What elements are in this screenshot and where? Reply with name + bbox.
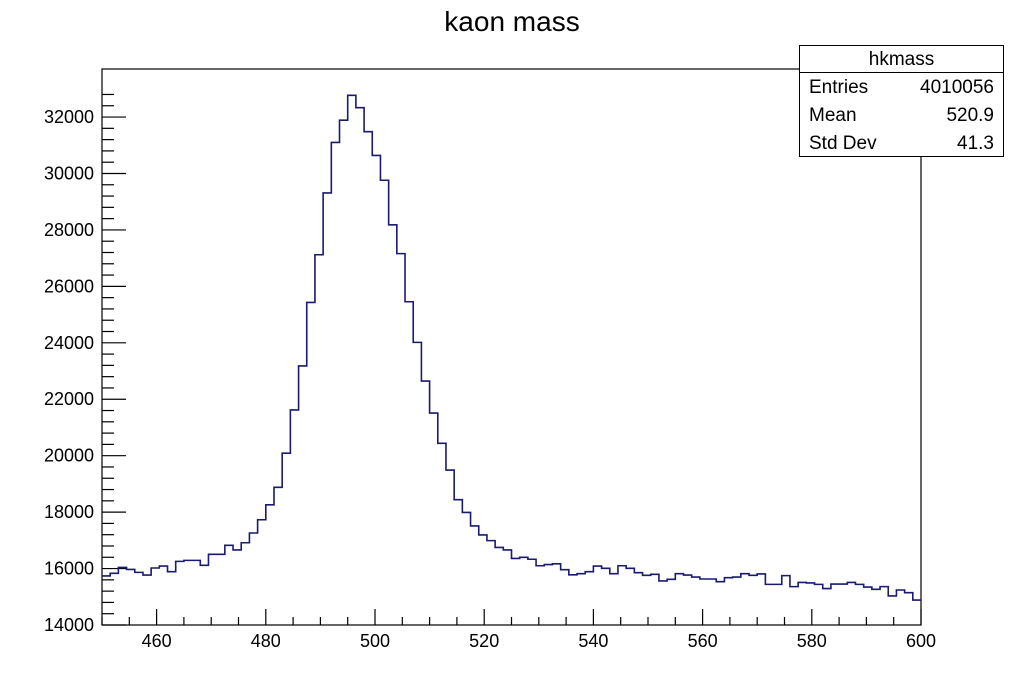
x-tick-label: 520 [469,631,499,651]
y-tick-label: 16000 [44,559,94,579]
stats-row-stddev: Std Dev 41.3 [800,129,1003,157]
y-tick-label: 18000 [44,502,94,522]
x-tick-label: 560 [688,631,718,651]
axis-ticks [101,93,922,626]
stats-title: hkmass [800,46,1003,73]
stats-row-entries: Entries 4010056 [800,73,1003,101]
y-tick-label: 32000 [44,107,94,127]
stats-label: Std Dev [809,133,877,154]
y-tick-label: 30000 [44,163,94,183]
tick-labels: 460 480 500 520 540 560 580 600 14000 16000 18000 2… [44,107,936,651]
x-tick-label: 500 [360,631,390,651]
stats-value: 4010056 [920,77,994,98]
histogram-line [102,94,921,601]
y-tick-label: 28000 [44,220,94,240]
x-tick-label: 460 [142,631,172,651]
stats-box: hkmass Entries 4010056 Mean 520.9 Std Dev 4… [799,45,1004,157]
y-tick-label: 26000 [44,276,94,296]
y-tick-label: 22000 [44,389,94,409]
y-tick-label: 24000 [44,333,94,353]
x-tick-label: 480 [251,631,281,651]
y-tick-label: 14000 [44,615,94,635]
x-tick-label: 540 [578,631,608,651]
stats-value: 41.3 [957,133,994,154]
x-tick-label: 580 [797,631,827,651]
stats-label: Mean [809,105,857,126]
y-tick-label: 20000 [44,446,94,466]
stats-label: Entries [809,77,869,98]
x-tick-label: 600 [906,631,936,651]
stats-value: 520.9 [946,105,994,126]
chart-title: kaon mass [444,6,580,37]
stats-row-mean: Mean 520.9 [800,101,1003,129]
